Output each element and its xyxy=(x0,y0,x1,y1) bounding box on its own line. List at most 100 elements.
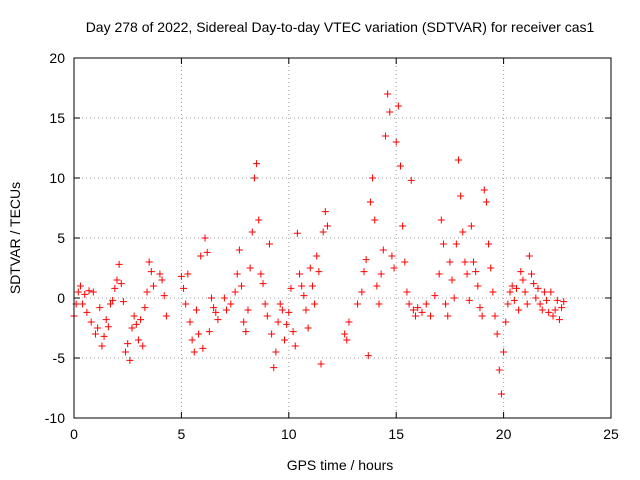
data-point xyxy=(259,280,267,288)
data-point xyxy=(115,260,123,268)
data-point xyxy=(227,300,235,308)
y-tick-label: 20 xyxy=(49,50,65,66)
data-point xyxy=(414,304,422,312)
data-point xyxy=(147,268,155,276)
data-point xyxy=(381,132,389,140)
data-point xyxy=(182,300,190,308)
data-point xyxy=(311,300,319,308)
data-point xyxy=(134,336,142,344)
data-point xyxy=(394,102,402,110)
data-point xyxy=(107,300,115,308)
data-point xyxy=(358,288,366,296)
data-point xyxy=(534,284,542,292)
data-point xyxy=(555,316,563,324)
data-point xyxy=(158,276,166,284)
data-point xyxy=(253,160,261,168)
data-point xyxy=(296,270,304,278)
data-point xyxy=(435,270,443,278)
data-point xyxy=(396,162,404,170)
data-point xyxy=(491,312,499,320)
data-point xyxy=(560,298,568,306)
data-point xyxy=(143,288,151,296)
data-point xyxy=(186,318,194,326)
data-point xyxy=(502,318,510,326)
data-point xyxy=(205,328,213,336)
data-point xyxy=(515,306,523,314)
data-point xyxy=(547,288,555,296)
data-point xyxy=(375,300,383,308)
data-point xyxy=(210,304,218,312)
data-point xyxy=(238,282,246,290)
data-point xyxy=(85,287,93,295)
x-tick-label: 20 xyxy=(496,426,512,442)
y-axis-label: SDTVAR / TECUs xyxy=(7,182,23,294)
data-point xyxy=(532,294,540,302)
data-point xyxy=(137,316,145,324)
data-point xyxy=(377,270,385,278)
data-point xyxy=(478,312,486,320)
data-point xyxy=(403,288,411,296)
data-point xyxy=(79,300,87,308)
data-point xyxy=(315,268,323,276)
data-point xyxy=(465,296,473,304)
data-point xyxy=(450,294,458,302)
data-point xyxy=(190,348,198,356)
data-point xyxy=(371,216,379,224)
x-tick-label: 10 xyxy=(281,426,297,442)
data-point xyxy=(508,282,516,290)
data-point xyxy=(76,282,84,290)
data-point xyxy=(476,304,484,312)
data-point xyxy=(523,300,531,308)
data-point xyxy=(360,268,368,276)
data-point xyxy=(100,332,108,340)
data-point xyxy=(512,284,520,292)
data-point xyxy=(98,342,106,350)
data-point xyxy=(203,248,211,256)
data-point xyxy=(192,306,200,314)
data-point xyxy=(457,192,465,200)
data-point xyxy=(195,330,203,338)
data-point xyxy=(536,300,544,308)
data-point xyxy=(392,138,400,146)
data-point xyxy=(102,316,110,324)
data-point xyxy=(386,108,394,116)
data-point xyxy=(506,288,514,296)
data-point xyxy=(442,300,450,308)
data-point xyxy=(122,348,130,356)
data-point xyxy=(255,216,263,224)
y-tick-label: -10 xyxy=(45,410,65,426)
data-point xyxy=(543,296,551,304)
data-point xyxy=(521,288,529,296)
data-point xyxy=(504,300,512,308)
data-point xyxy=(446,258,454,266)
data-point xyxy=(281,336,289,344)
data-point xyxy=(418,308,426,316)
data-point xyxy=(113,276,121,284)
data-point xyxy=(485,240,493,248)
data-point xyxy=(109,296,117,304)
data-point xyxy=(354,300,362,308)
x-tick-label: 15 xyxy=(388,426,404,442)
data-point xyxy=(412,312,420,320)
y-tick-label: 10 xyxy=(49,170,65,186)
data-point xyxy=(369,174,377,182)
data-point xyxy=(285,308,293,316)
data-point xyxy=(519,276,527,284)
data-point xyxy=(184,270,192,278)
data-point xyxy=(459,228,467,236)
data-point xyxy=(304,324,312,332)
data-point xyxy=(343,336,351,344)
data-point xyxy=(117,280,125,288)
data-point xyxy=(487,264,495,272)
grid-lines xyxy=(74,58,611,418)
data-point xyxy=(558,304,566,312)
data-point xyxy=(261,300,269,308)
data-point xyxy=(128,324,136,332)
data-point xyxy=(474,282,482,290)
data-point xyxy=(472,268,480,276)
data-point xyxy=(497,390,505,398)
data-point xyxy=(401,258,409,266)
data-point xyxy=(549,312,557,320)
data-point xyxy=(293,229,301,237)
data-point xyxy=(283,320,291,328)
